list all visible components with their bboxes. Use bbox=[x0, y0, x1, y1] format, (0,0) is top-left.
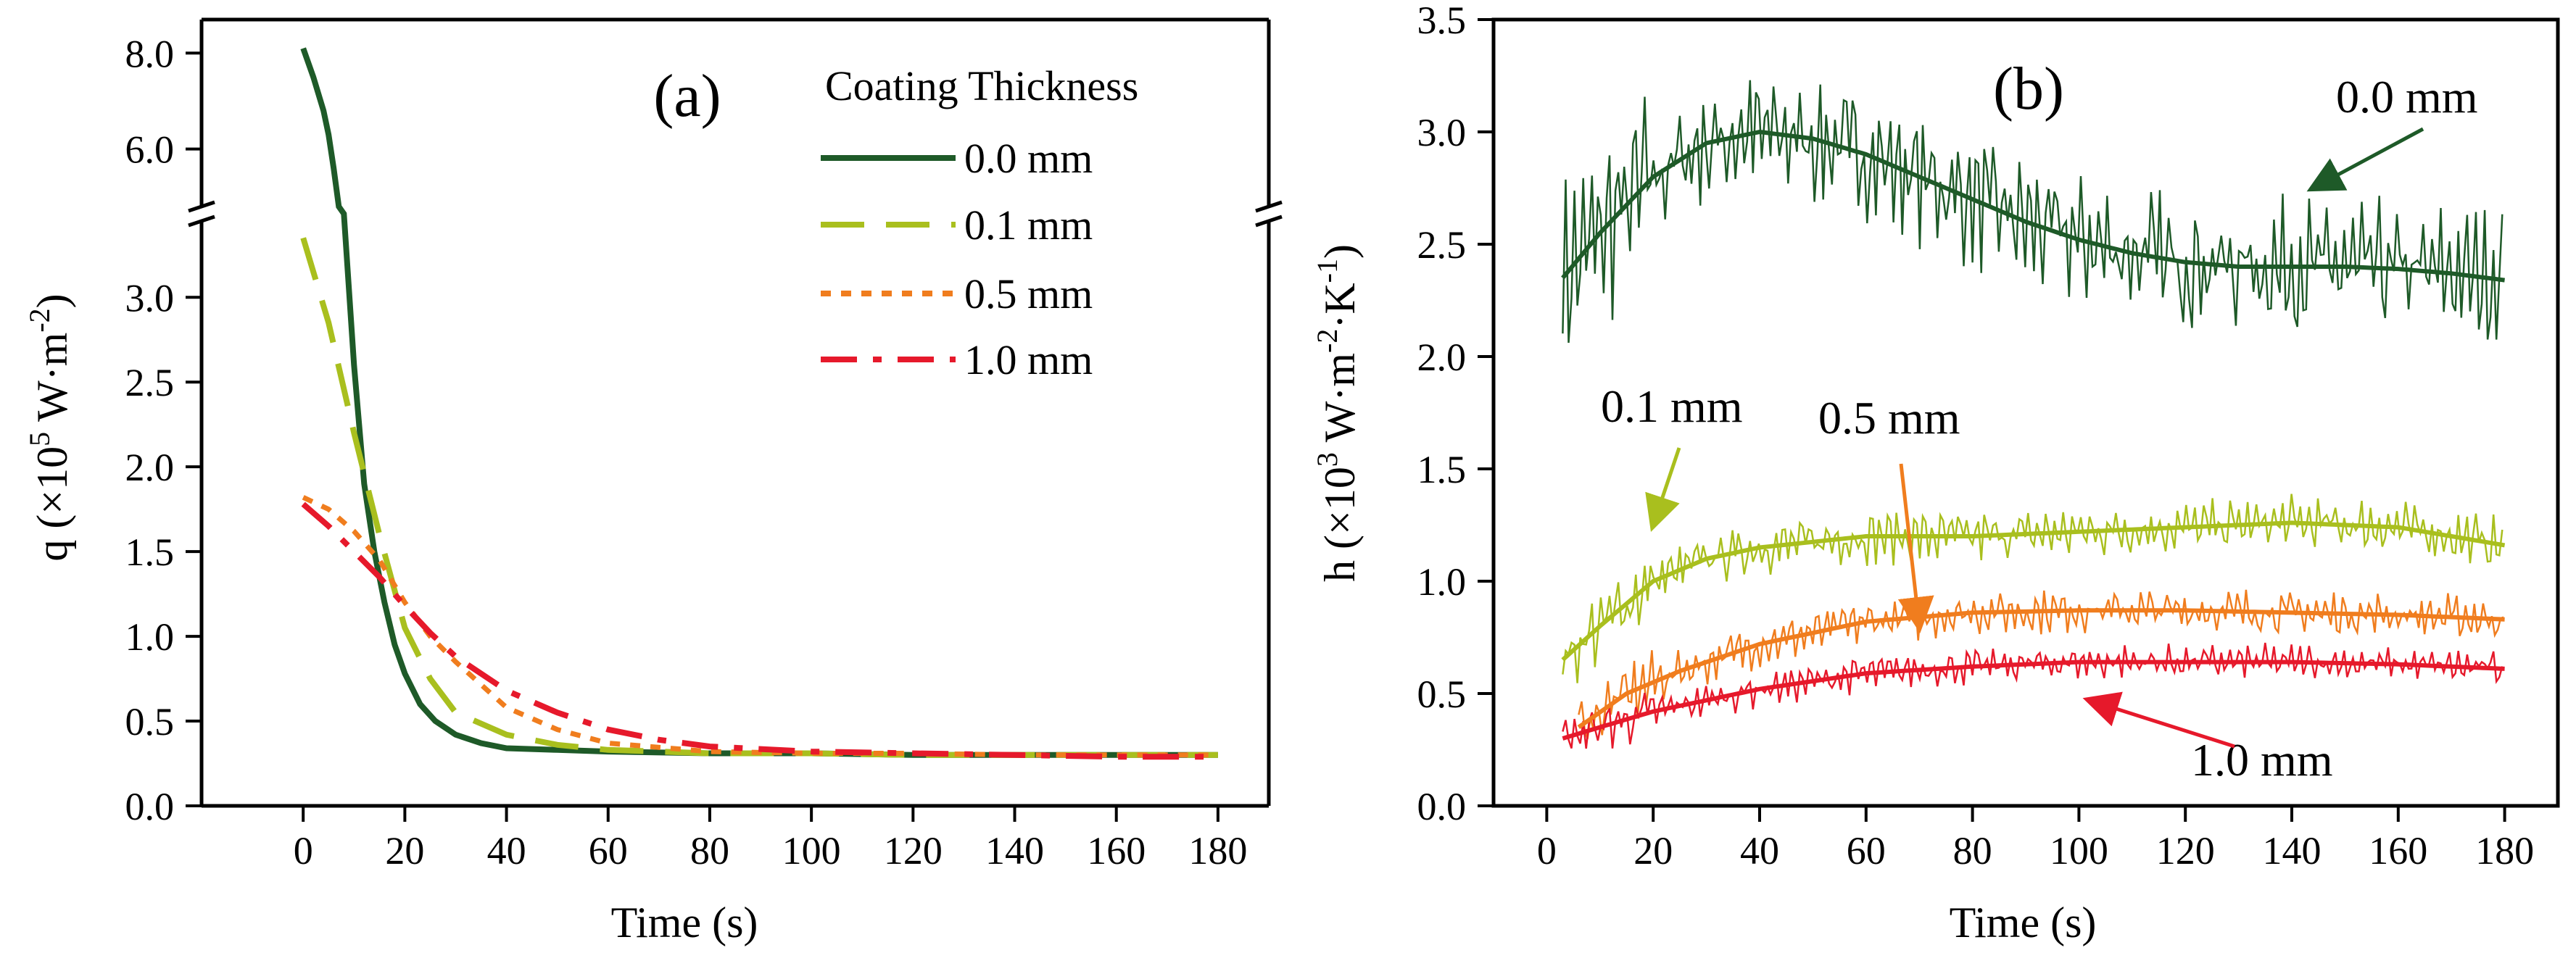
annotation-arrow-0.0mm bbox=[2306, 127, 2424, 192]
annotation-1.0mm: 1.0 mm bbox=[2082, 691, 2333, 786]
panel-b-x-tick-label: 140 bbox=[2263, 829, 2322, 873]
panel-b-y-tick-label: 0.5 bbox=[1417, 673, 1467, 716]
annotation-0.1mm: 0.1 mm bbox=[1601, 380, 1743, 532]
legend: Coating Thickness 0.0 mm 0.1 mm 0.5 mm 1… bbox=[821, 62, 1138, 383]
panel-b: 0 20 40 60 80 100 120 140 160 180 0.0 0.5 1.0 1.5 2.0… bbox=[1311, 0, 2560, 946]
panel-b-x-tick-label: 180 bbox=[2475, 829, 2534, 873]
panel-b-label: (b) bbox=[1993, 55, 2064, 122]
series-a-1.0mm bbox=[301, 501, 1218, 760]
panel-a-x-tick-label: 20 bbox=[385, 829, 424, 873]
legend-label-1.0mm: 1.0 mm bbox=[964, 336, 1093, 383]
panel-b-x-tick-label: 80 bbox=[1953, 829, 1992, 873]
panel-b-x-axis-title: Time (s) bbox=[1950, 899, 2097, 946]
annotation-label-0.1mm: 0.1 mm bbox=[1601, 380, 1743, 432]
annotation-0.5mm: 0.5 mm bbox=[1818, 392, 1960, 633]
panel-a-label: (a) bbox=[653, 62, 721, 130]
annotation-arrow-1.0mm bbox=[2082, 691, 2235, 749]
panel-a-y-tick-label: 2.5 bbox=[125, 361, 175, 404]
panel-a-y-tick-label: 1.0 bbox=[125, 615, 175, 659]
panel-b-x-tick-label: 40 bbox=[1740, 829, 1779, 873]
series-b-1.0mm-raw bbox=[1562, 642, 2503, 749]
series-a-0.5mm bbox=[302, 495, 1218, 758]
annotation-label-0.0mm: 0.0 mm bbox=[2336, 71, 2478, 122]
panel-a-x-tick-label: 0 bbox=[294, 829, 313, 873]
panel-a-y-tick-label: 6.0 bbox=[125, 128, 175, 172]
panel-a-x-tick-label: 40 bbox=[487, 829, 526, 873]
panel-a-break-mark-right-2 bbox=[1255, 215, 1283, 228]
legend-label-0.5mm: 0.5 mm bbox=[964, 270, 1093, 317]
series-b-0.1mm-fit bbox=[1561, 520, 2506, 662]
annotation-label-1.0mm: 1.0 mm bbox=[2191, 734, 2333, 786]
panel-a-x-tick-label: 80 bbox=[690, 829, 729, 873]
panel-a-x-tick-label: 60 bbox=[589, 829, 628, 873]
panel-a-break-mark-left-2 bbox=[188, 215, 215, 228]
panel-b-series bbox=[1561, 80, 2506, 749]
panel-a-y-tick-label: 3.0 bbox=[125, 276, 175, 320]
annotation-0.0mm: 0.0 mm bbox=[2306, 71, 2478, 192]
panel-b-y-tick-label: 2.0 bbox=[1417, 336, 1467, 379]
panel-b-x-tick-label: 0 bbox=[1537, 829, 1557, 873]
panel-a-x-tick-label: 120 bbox=[884, 829, 943, 873]
panel-b-y-tick-label: 3.0 bbox=[1417, 111, 1467, 154]
panel-b-y-tick-label: 3.5 bbox=[1417, 0, 1467, 42]
panel-a-y-axis-title: q (×105 W·m-2) bbox=[23, 293, 76, 561]
panel-a-x-tick-label: 180 bbox=[1188, 829, 1247, 873]
legend-item-1.0mm: 1.0 mm bbox=[821, 336, 1093, 383]
legend-title: Coating Thickness bbox=[825, 62, 1138, 109]
panel-a-break-mark-left-1 bbox=[188, 200, 215, 213]
series-b-0.0mm-raw bbox=[1562, 80, 2503, 343]
series-b-0.5mm-fit bbox=[1577, 608, 2505, 729]
panel-b-y-tick-label: 0.0 bbox=[1417, 785, 1467, 828]
panel-a-x-ticks: 0 20 40 60 80 100 120 140 160 180 bbox=[294, 806, 1247, 873]
panel-b-x-tick-label: 160 bbox=[2369, 829, 2427, 873]
panel-a-y-tick-label: 0.0 bbox=[125, 785, 175, 828]
series-b-0.0mm-fit bbox=[1561, 129, 2505, 283]
panel-b-x-ticks: 0 20 40 60 80 100 120 140 160 180 bbox=[1537, 806, 2534, 873]
annotation-arrow-0.5mm bbox=[1897, 463, 1934, 633]
panel-a-x-tick-label: 160 bbox=[1087, 829, 1146, 873]
panel-a-x-axis-title: Time (s) bbox=[611, 899, 758, 946]
panel-a-y-ticks: 0.0 0.5 1.0 1.5 2.0 2.5 3.0 6.0 8.0 bbox=[125, 32, 202, 828]
legend-item-0.5mm: 0.5 mm bbox=[821, 270, 1093, 317]
legend-label-0.0mm: 0.0 mm bbox=[964, 135, 1093, 182]
annotation-arrow-0.1mm bbox=[1645, 447, 1681, 532]
panel-b-y-axis-title: h (×103 W·m-2·K-1) bbox=[1311, 244, 1364, 582]
annotation-label-0.5mm: 0.5 mm bbox=[1818, 392, 1960, 444]
panel-b-y-tick-label: 1.5 bbox=[1417, 448, 1467, 491]
panel-a-y-tick-label: 8.0 bbox=[125, 32, 175, 75]
panel-b-x-tick-label: 100 bbox=[2050, 829, 2108, 873]
legend-item-0.1mm: 0.1 mm bbox=[821, 201, 1093, 249]
panel-a-y-tick-label: 0.5 bbox=[125, 700, 175, 744]
panel-a-x-tick-label: 140 bbox=[985, 829, 1044, 873]
legend-item-0.0mm: 0.0 mm bbox=[821, 135, 1093, 182]
panel-a: 0 20 40 60 80 100 120 140 160 180 0.0 0.5 1.0 1.5 2.0… bbox=[23, 17, 1283, 946]
panel-b-x-tick-label: 120 bbox=[2156, 829, 2215, 873]
series-b-1.0mm-fit bbox=[1562, 659, 2505, 741]
panel-a-x-tick-label: 100 bbox=[782, 829, 841, 873]
panel-b-y-tick-label: 2.5 bbox=[1417, 223, 1467, 267]
panel-a-series bbox=[300, 47, 1218, 760]
panel-a-y-tick-label: 2.0 bbox=[125, 446, 175, 489]
panel-b-y-ticks: 0.0 0.5 1.0 1.5 2.0 2.5 3.0 3.5 bbox=[1417, 0, 1494, 828]
panel-a-break-mark-right-1 bbox=[1255, 200, 1283, 213]
panel-b-y-tick-label: 1.0 bbox=[1417, 560, 1467, 604]
panel-a-y-tick-label: 1.5 bbox=[125, 530, 175, 574]
panel-b-frame bbox=[1491, 17, 2560, 808]
panel-b-x-tick-label: 60 bbox=[1847, 829, 1886, 873]
panel-b-x-tick-label: 20 bbox=[1633, 829, 1673, 873]
legend-label-0.1mm: 0.1 mm bbox=[964, 201, 1093, 249]
